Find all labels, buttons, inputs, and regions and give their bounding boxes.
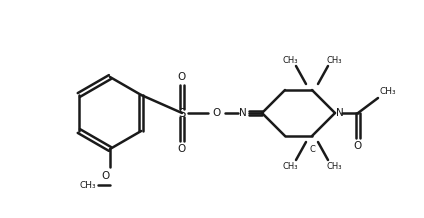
Text: O: O (102, 171, 110, 181)
Text: CH₃: CH₃ (80, 181, 96, 189)
Text: N: N (239, 108, 247, 118)
Text: CH₃: CH₃ (379, 87, 396, 95)
Text: O: O (178, 144, 186, 154)
Text: S: S (179, 107, 186, 119)
Text: O: O (213, 108, 221, 118)
Text: CH₃: CH₃ (282, 56, 298, 65)
Text: CH₃: CH₃ (282, 162, 298, 170)
Text: CH₃: CH₃ (326, 162, 342, 170)
Text: O: O (354, 141, 362, 151)
Text: C: C (309, 145, 315, 153)
Text: N: N (336, 108, 344, 118)
Text: O: O (178, 72, 186, 82)
Text: CH₃: CH₃ (326, 56, 342, 65)
